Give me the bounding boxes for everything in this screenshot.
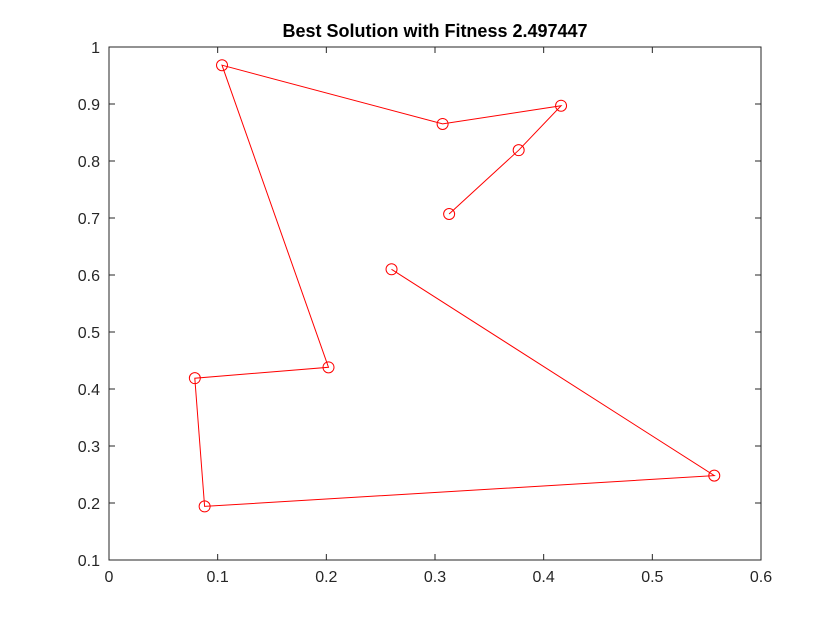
x-tick-label: 0.1 [207, 569, 229, 586]
x-tick-label: 0.6 [750, 569, 772, 586]
y-tick-label: 0.9 [78, 97, 100, 114]
x-tick-label: 0 [105, 569, 114, 586]
y-tick-label: 0.3 [78, 439, 100, 456]
data-point [512, 144, 525, 157]
data-point [216, 59, 229, 72]
data-point [436, 117, 449, 130]
data-point [708, 469, 721, 482]
y-tick-label: 0.2 [78, 496, 100, 513]
y-tick-label: 1 [91, 40, 100, 57]
data-point [385, 263, 398, 276]
x-tick-label: 0.2 [315, 569, 337, 586]
data-point [188, 372, 201, 385]
series-layer [188, 59, 721, 513]
x-tick-label: 0.3 [424, 569, 446, 586]
data-point [443, 208, 456, 221]
data-point [198, 500, 211, 513]
chart-title: Best Solution with Fitness 2.497447 [282, 21, 587, 41]
y-tick-label: 0.7 [78, 211, 100, 228]
series-line [194, 64, 716, 507]
plot-area [108, 46, 762, 561]
x-tick-label: 0.5 [641, 569, 663, 586]
y-tick-label: 0.6 [78, 268, 100, 285]
y-tick-label: 0.1 [78, 553, 100, 570]
data-point [322, 361, 335, 374]
x-tick-label: 0.4 [533, 569, 555, 586]
y-tick-label: 0.5 [78, 325, 100, 342]
y-tick-label: 0.4 [78, 382, 100, 399]
y-tick-label: 0.8 [78, 154, 100, 171]
ticks-layer: 0 0.1 0.2 0.3 0.4 0.5 0.6 0.1 0.2 0.3 0.4 0.5 0.6 0.7… [78, 40, 772, 586]
data-point [555, 99, 568, 112]
